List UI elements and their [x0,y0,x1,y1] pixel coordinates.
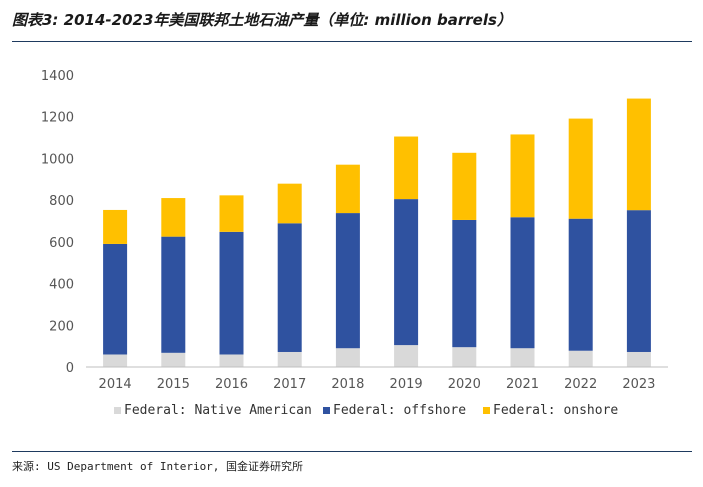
bar-2021-onshore [510,134,535,218]
x-tick-label: 2017 [273,377,306,392]
bar-2023-onshore [626,98,651,211]
bar-2018-onshore [335,164,360,214]
bar-2020-onshore [452,152,477,220]
bar-2014-offshore [103,243,128,355]
bar-2021-offshore [510,217,535,349]
chart-title: 图表3: 2014-2023年美国联邦土地石油产量（单位: million ba… [12,11,512,29]
bar-2020-offshore [452,219,477,348]
y-tick-label: 0 [66,361,74,376]
y-tick-label: 1000 [41,152,74,167]
x-tick-label: 2023 [622,377,655,392]
y-tick-label: 200 [49,319,74,334]
x-axis: 2014 2015 2016 2017 2018 2019 2020 2021 2022 2023 [86,366,668,392]
x-tick-label: 2014 [99,377,132,392]
bar-2018-native-american [335,348,360,367]
x-tick-label: 2020 [448,377,481,392]
y-axis: 0 200 400 600 800 1000 1200 1400 [41,69,74,376]
bar-2022-native-american [568,350,593,367]
legend: Federal: Native American Federal: offshor… [114,403,618,418]
bars [103,98,651,367]
bar-2018-offshore [335,213,360,349]
legend-label: Federal: onshore [493,403,618,418]
bar-2015-native-american [161,352,186,367]
bar-2023-offshore [626,210,651,352]
x-tick-label: 2018 [331,377,364,392]
y-tick-label: 400 [49,278,74,293]
source-divider [12,451,692,452]
bar-2017-onshore [277,183,302,224]
x-tick-label: 2016 [215,377,248,392]
bar-2015-onshore [161,198,186,237]
source-note: 来源: US Department of Interior, 国金证券研究所 [12,460,304,473]
bar-2017-native-american [277,351,302,367]
bar-2023-native-american [626,351,651,367]
legend-swatch [114,407,121,414]
bar-2019-native-american [394,345,419,367]
bar-2016-offshore [219,231,244,355]
legend-label: Federal: offshore [333,403,466,418]
bar-2014-native-american [103,354,128,367]
bar-2022-onshore [568,118,593,219]
x-tick-label: 2022 [564,377,597,392]
legend-swatch [483,407,490,414]
x-tick-label: 2019 [390,377,423,392]
bar-2016-native-american [219,354,244,367]
bar-2022-offshore [568,218,593,351]
title-divider [12,41,692,42]
legend-label: Federal: Native American [124,403,312,418]
bar-2021-native-american [510,348,535,367]
y-tick-label: 600 [49,236,74,251]
legend-swatch [323,407,330,414]
bar-2017-offshore [277,223,302,352]
bar-2020-native-american [452,347,477,367]
y-tick-label: 1400 [41,69,74,84]
bar-2019-offshore [394,199,419,346]
bar-2016-onshore [219,195,244,232]
bar-2014-onshore [103,209,128,244]
bar-2019-onshore [394,136,419,200]
bar-2015-offshore [161,236,186,353]
x-tick-label: 2021 [506,377,539,392]
y-tick-label: 1200 [41,111,74,126]
x-tick-label: 2015 [157,377,190,392]
y-tick-label: 800 [49,194,74,209]
